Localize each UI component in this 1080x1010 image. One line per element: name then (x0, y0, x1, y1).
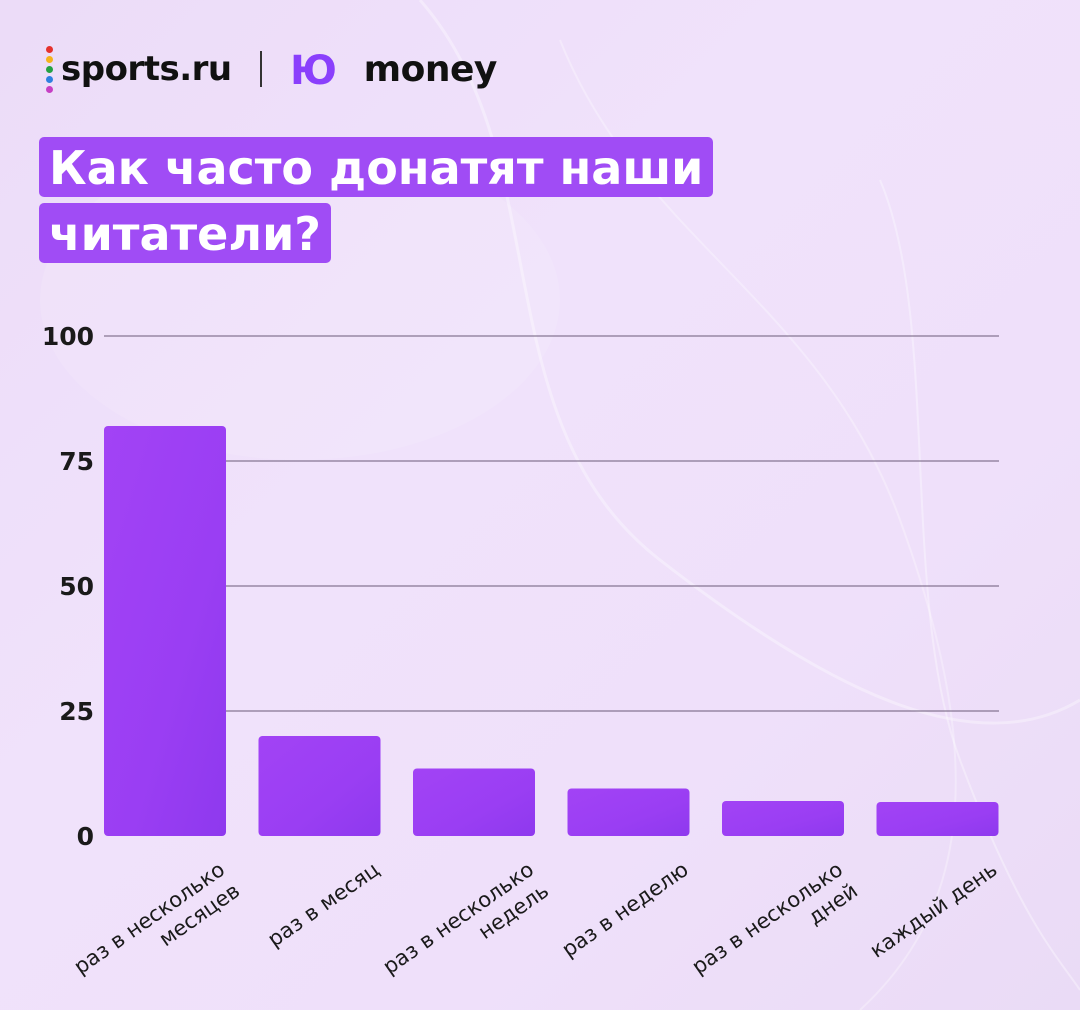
yoomoney-logo-glyph: Ю (290, 49, 337, 89)
sports-logo-dots-icon (46, 45, 53, 93)
x-tick-label-line: каждый день (866, 857, 1002, 962)
bar (876, 802, 999, 836)
y-tick-label: 25 (59, 697, 94, 726)
x-tick-label: раз в месяц (263, 857, 384, 951)
yoomoney-logo-icon: Ю (290, 49, 337, 89)
page-title-line-2: читатели? (39, 203, 331, 263)
bar (258, 736, 381, 836)
x-tick-label-line: раз в месяц (263, 857, 384, 951)
bar (722, 801, 844, 836)
sports-logo: sports.ru (61, 49, 232, 89)
x-tick-label-line: раз в неделю (557, 857, 692, 962)
logo-bar: sports.ru Ю money (46, 44, 497, 94)
x-tick-label: раз в неделю (557, 857, 692, 962)
y-tick-label: 75 (59, 447, 94, 476)
y-tick-label: 50 (59, 572, 94, 601)
bar (104, 426, 226, 836)
logo-divider (259, 51, 262, 87)
y-tick-label: 100 (42, 322, 94, 351)
page-title-line-1: Как часто донатят наши (39, 137, 714, 197)
y-tick-label: 0 (77, 822, 94, 851)
money-logo: money (363, 48, 498, 90)
bar (413, 768, 535, 836)
x-tick-label: каждый день (866, 857, 1002, 962)
bar (567, 788, 690, 836)
